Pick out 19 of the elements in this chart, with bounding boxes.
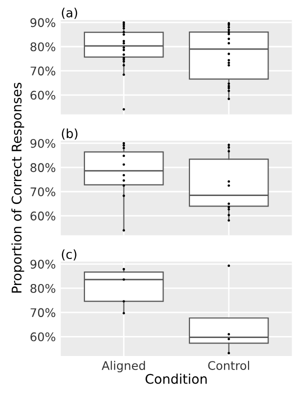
y-tick-label: 70% (30, 187, 56, 196)
y-tick-label: 80% (30, 42, 56, 52)
y-tick-label: 70% (30, 66, 56, 76)
x-tick-label: Control (208, 360, 250, 370)
x-tick-label: Aligned (102, 360, 145, 372)
y-tick-label: 90% (30, 138, 56, 148)
chart-title: (c) (62, 249, 76, 260)
y-tick-label: 70% (30, 308, 56, 318)
y-tick-label: 60% (30, 212, 56, 220)
y-axis-title: Proportion of Correct Responses (11, 82, 24, 293)
y-tick-label: 60% (30, 90, 56, 100)
y-tick-label: 90% (30, 18, 56, 28)
y-tick-label: 80% (30, 163, 56, 172)
chart-title: (a) (62, 8, 78, 19)
chart-title: (b) (62, 128, 78, 140)
x-axis-title: Condition (146, 374, 207, 384)
y-tick-label: 60% (30, 332, 56, 342)
y-tick-label: 80% (30, 284, 56, 293)
y-tick-label: 90% (30, 260, 56, 269)
